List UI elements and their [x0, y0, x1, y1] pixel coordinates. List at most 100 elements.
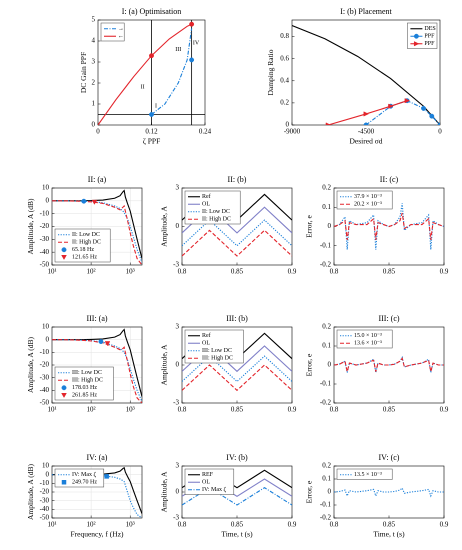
series-line	[52, 339, 142, 403]
y-tick-label: 0.2	[322, 462, 331, 470]
legend-label: IV: Max ζ	[202, 486, 227, 493]
legend-label: PPF	[424, 34, 435, 40]
series-line	[334, 212, 444, 241]
series-line	[365, 100, 440, 125]
legend-label: REF	[202, 472, 214, 478]
legend: IV: Max ζ 249.70 Hz	[54, 468, 105, 488]
legend-box	[336, 190, 393, 210]
marker	[189, 21, 195, 27]
y-tick-label: -0.1	[320, 241, 332, 249]
legend-label: 37.9 × 10⁻³	[354, 194, 382, 200]
marker	[61, 247, 67, 253]
x-tick-label: 0.85	[383, 521, 396, 529]
x-tick-label: 0.8	[178, 268, 187, 276]
y-axis-label: Amplitude, A	[160, 471, 169, 512]
y-tick-label: -3	[173, 514, 179, 522]
marker	[81, 198, 87, 204]
legend-label: 178.03 Hz	[72, 385, 97, 391]
marker	[149, 112, 154, 117]
plot-area	[98, 20, 205, 125]
y-tick-label: 3	[176, 323, 180, 331]
marker	[429, 113, 435, 119]
y-tick-label: 0.2	[280, 99, 289, 107]
y-tick-label: 3	[176, 462, 180, 470]
legend-label: III: High DC	[72, 378, 103, 384]
y-tick-label: 0.1	[322, 342, 331, 350]
legend-label: III: Low DC	[202, 348, 232, 354]
y-axis-label: Amplitude, A (dB)	[26, 336, 35, 393]
marker	[104, 341, 111, 347]
legend-label: IV: Max ζ	[72, 471, 97, 478]
legend-label: OL	[202, 480, 210, 486]
x-tick-label: 0.85	[231, 521, 244, 529]
x-tick-label: 10¹	[47, 521, 56, 529]
plot-frame	[181, 187, 293, 266]
y-tick-label: 10	[42, 323, 50, 331]
legend-label: 65.18 Hz	[72, 247, 94, 253]
panel: 0.8 0.85 0.9 -0.2 -0.1 0 0.1 0.2 IV: (c) Time, t …	[304, 453, 449, 539]
y-tick-label: -0.2	[320, 261, 332, 269]
legend-label: III: High DC	[202, 356, 233, 362]
legend-label: 121.65 Hz	[72, 255, 97, 261]
legend-box	[54, 468, 105, 488]
legend-label: II: High DC	[72, 240, 101, 246]
series-line	[52, 328, 142, 397]
marker	[104, 474, 109, 479]
y-tick-label: 0	[46, 470, 50, 478]
x-tick-label: 10³	[126, 406, 135, 414]
panel: 0.8 0.85 0.9 -3 0 3 IV: (b) Time, t (s) Amplitud…	[160, 453, 297, 539]
x-tick-label: 0.9	[440, 268, 449, 276]
series-line	[334, 355, 444, 373]
panel: 0 0.12 0.24 0 1 2 3 4 5 I: (a) Optimisation ζ PPF D…	[79, 7, 212, 146]
x-tick-label: 0.8	[178, 521, 187, 529]
x-tick-label: 0.8	[178, 406, 187, 414]
y-tick-label: -3	[173, 261, 179, 269]
marker	[149, 53, 154, 59]
legend: 37.9 × 10⁻³ 20.2 × 10⁻³	[336, 190, 393, 210]
panel-title: II: (a)	[88, 175, 107, 184]
legend-label: PPF	[424, 41, 435, 47]
y-axis-label: Error, e	[304, 215, 313, 238]
panel-title: III: (b)	[226, 314, 248, 323]
y-tick-label: 2	[92, 79, 96, 87]
marker	[98, 339, 104, 345]
panel: 0.8 0.85 0.9 -0.2 -0.1 0 0.1 0.2 II: (c) Error, e…	[304, 175, 449, 276]
annotation: IV	[193, 40, 200, 46]
y-tick-label: 0	[176, 361, 180, 369]
series-line	[328, 100, 408, 125]
legend-label: 261.85 Hz	[72, 393, 97, 399]
series-line	[334, 357, 444, 372]
x-tick-label: 10¹	[47, 268, 56, 276]
y-tick-label: -3	[173, 399, 179, 407]
marker	[91, 199, 98, 205]
panel: -9000 -4500 0 0 0.2 0.4 0.6 0.8 I: (b) Placement…	[266, 7, 442, 146]
legend-label: Ref	[202, 193, 211, 200]
panel: 10¹ 10² 10³ -50 -40 -30 -20 -10 0 10 II: (a) Amplit…	[26, 175, 143, 276]
marker	[437, 122, 440, 125]
marker	[61, 480, 67, 485]
marker	[404, 98, 411, 104]
x-axis-label: Frequency, f (Hz)	[70, 530, 124, 539]
y-tick-label: -40	[40, 248, 50, 256]
panel-title: IV: (c)	[379, 453, 400, 462]
y-tick-label: 0	[46, 196, 50, 204]
y-axis-label: Amplitude, A (dB)	[26, 463, 35, 520]
y-tick-label: 10	[42, 462, 50, 470]
marker	[363, 122, 369, 125]
x-tick-label: 0.9	[440, 406, 449, 414]
x-tick-label: 10²	[87, 521, 96, 529]
y-axis-label: Amplitude, A (dB)	[26, 198, 35, 255]
y-tick-label: 0.6	[280, 54, 289, 62]
marker	[61, 385, 67, 391]
y-tick-label: -10	[40, 479, 50, 487]
plot-area	[52, 328, 142, 403]
y-tick-label: 0.4	[280, 76, 289, 84]
legend-label: 13.5 × 10⁻³	[354, 472, 382, 478]
legend: →←	[100, 22, 125, 42]
plot-frame	[181, 465, 293, 519]
y-tick-label: -30	[40, 496, 50, 504]
